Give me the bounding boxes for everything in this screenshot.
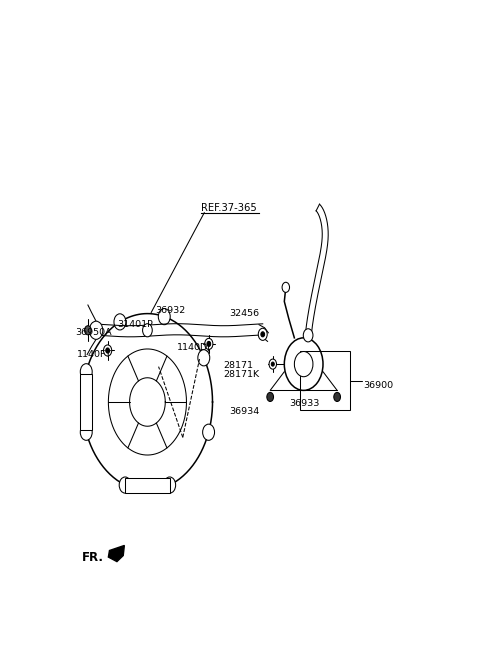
Circle shape [89, 321, 103, 339]
Circle shape [119, 477, 131, 493]
Polygon shape [108, 545, 124, 562]
Circle shape [114, 314, 126, 330]
Circle shape [207, 341, 211, 346]
Text: 28171: 28171 [224, 361, 253, 370]
Text: REF.37-365: REF.37-365 [202, 203, 257, 213]
Bar [300, 352, 350, 409]
Text: 1140DJ: 1140DJ [177, 343, 211, 352]
Bar [81, 374, 92, 430]
Circle shape [80, 363, 92, 380]
Circle shape [143, 323, 152, 337]
Circle shape [104, 345, 112, 356]
Text: 36900: 36900 [363, 381, 393, 390]
Text: 36950A: 36950A [75, 328, 111, 337]
Circle shape [284, 338, 323, 390]
Circle shape [203, 424, 215, 440]
Circle shape [204, 338, 213, 350]
Circle shape [303, 329, 313, 342]
Circle shape [334, 392, 340, 401]
Text: 36933: 36933 [289, 398, 319, 407]
Text: 32456: 32456 [229, 309, 259, 318]
Text: 31401P: 31401P [118, 320, 154, 329]
Circle shape [198, 350, 210, 366]
Circle shape [269, 359, 276, 369]
Circle shape [80, 424, 92, 440]
Text: 1140FY: 1140FY [77, 350, 112, 359]
Circle shape [84, 326, 91, 335]
Circle shape [164, 477, 176, 493]
Text: FR.: FR. [83, 551, 104, 564]
Text: 28171K: 28171K [224, 370, 260, 379]
Circle shape [271, 362, 274, 366]
Circle shape [106, 348, 109, 353]
Circle shape [267, 392, 274, 401]
Bar [125, 478, 170, 493]
Circle shape [282, 282, 289, 293]
Circle shape [158, 308, 170, 325]
Circle shape [258, 328, 267, 340]
Circle shape [294, 352, 313, 377]
Text: 36934: 36934 [229, 407, 260, 416]
Text: 36932: 36932 [155, 306, 185, 315]
Circle shape [261, 332, 264, 337]
